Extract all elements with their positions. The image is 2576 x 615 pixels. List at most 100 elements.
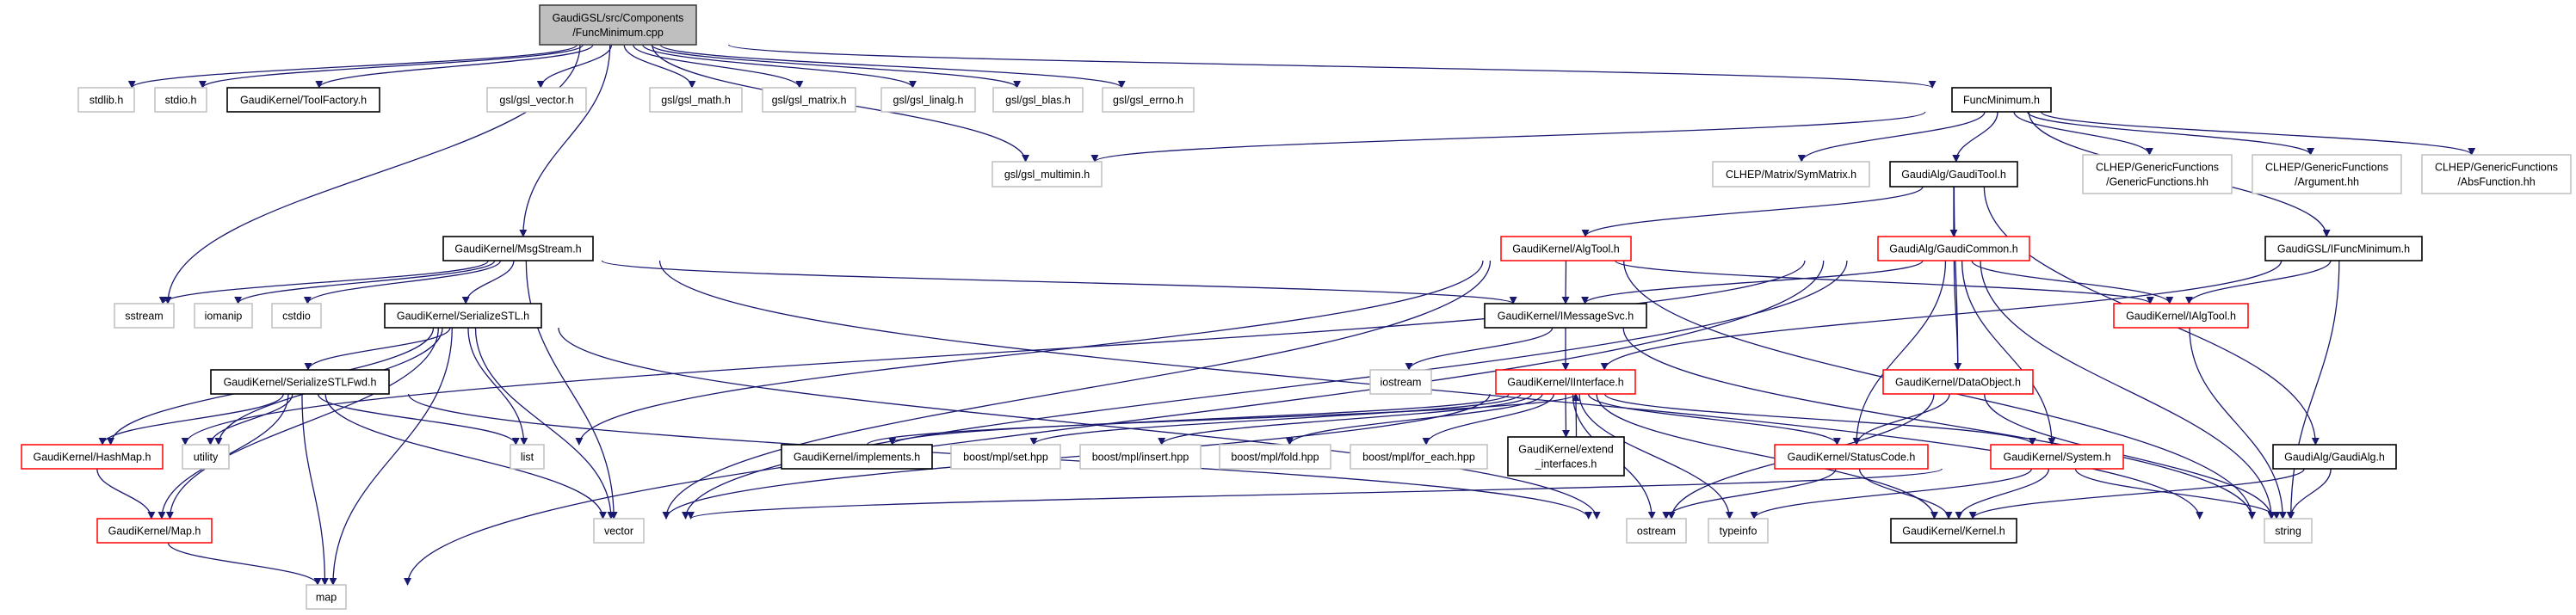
node-vector[interactable]: vector: [593, 518, 645, 544]
edge-hashmap-to-map_h: [96, 468, 156, 520]
node-gauditool[interactable]: GaudiAlg/GaudiTool.h: [1889, 161, 2018, 188]
node-label: gsl/gsl_errno.h: [1113, 95, 1183, 107]
node-genfunc[interactable]: CLHEP/GenericFunctions/GenericFunctions.…: [2082, 154, 2233, 194]
edge-funcmin_h-to-argument: [2027, 111, 2314, 156]
node-gaudicommon[interactable]: GaudiAlg/GaudiCommon.h: [1877, 236, 2030, 261]
edge-statuscode-to-ostream: [1662, 468, 1837, 520]
node-gaudialg[interactable]: GaudiAlg/GaudiAlg.h: [2272, 444, 2397, 470]
node-kernel[interactable]: GaudiKernel/Kernel.h: [1890, 518, 2017, 544]
node-box: [2082, 154, 2233, 194]
node-gsl_math[interactable]: gsl/gsl_math.h: [649, 87, 743, 113]
node-list[interactable]: list: [510, 444, 545, 470]
node-iostream[interactable]: iostream: [1369, 369, 1432, 395]
node-label: GaudiAlg/GaudiTool.h: [1901, 169, 2006, 181]
node-sstream[interactable]: sstream: [114, 303, 175, 329]
node-box: [96, 518, 213, 544]
node-label: CLHEP/Matrix/SymMatrix.h: [1726, 169, 1856, 181]
node-ialgtool[interactable]: GaudiKernel/IAlgTool.h: [2113, 303, 2249, 329]
node-box: [1877, 236, 2030, 261]
node-absfunc[interactable]: CLHEP/GenericFunctions/AbsFunction.hh: [2421, 154, 2572, 194]
edge-gaudialg-to-kernel: [1968, 468, 2305, 520]
edge-serializestl-to-list: [467, 327, 528, 446]
node-label: list: [521, 452, 534, 464]
node-serializestl[interactable]: GaudiKernel/SerializeSTL.h: [384, 303, 542, 329]
node-fold[interactable]: boost/mpl/fold.hpp: [1219, 444, 1331, 470]
node-label: stdlib.h: [90, 95, 124, 107]
node-funcmin_h[interactable]: FuncMinimum.h: [1951, 87, 2052, 113]
node-implements[interactable]: GaudiKernel/implements.h: [781, 444, 933, 470]
node-foreach[interactable]: boost/mpl/for_each.hpp: [1350, 444, 1488, 470]
node-symmatrix[interactable]: CLHEP/Matrix/SymMatrix.h: [1712, 161, 1870, 188]
edge-msgstream-to-serializestl: [461, 260, 515, 304]
edge-imessagesvc-to-string: [1622, 327, 2256, 520]
edge-ifuncmin-to-iinterface: [1600, 260, 2283, 371]
node-label: iomanip: [205, 311, 243, 323]
node-algtool[interactable]: GaudiKernel/AlgTool.h: [1500, 236, 1632, 261]
node-system[interactable]: GaudiKernel/System.h: [1990, 444, 2124, 470]
node-extend[interactable]: GaudiKernel/extend _interfaces.h: [1507, 436, 1625, 477]
edge-msgstream-to-cstdio: [303, 260, 502, 304]
node-gsl_multimin[interactable]: gsl/gsl_multimin.h: [991, 161, 1103, 188]
node-map[interactable]: map: [306, 584, 347, 610]
node-label: typeinfo: [1720, 526, 1757, 538]
node-stdlib[interactable]: stdlib.h: [77, 87, 135, 113]
node-utility[interactable]: utility: [182, 444, 230, 470]
node-map_h[interactable]: GaudiKernel/Map.h: [96, 518, 213, 544]
node-msgstream[interactable]: GaudiKernel/MsgStream.h: [442, 236, 594, 261]
edge-system-to-vector: [687, 468, 1943, 520]
node-insert[interactable]: boost/mpl/insert.hpp: [1079, 444, 1202, 470]
edge-serializestlfwd-to-vector: [324, 393, 607, 520]
node-statuscode[interactable]: GaudiKernel/StatusCode.h: [1774, 444, 1929, 470]
node-toolfactory[interactable]: GaudiKernel/ToolFactory.h: [226, 87, 380, 113]
edge-msgstream-to-imessagesvc: [601, 260, 1517, 304]
node-box: [77, 87, 135, 113]
edge-root-to-gsl_errno: [659, 44, 1126, 89]
node-ostream[interactable]: ostream: [1626, 518, 1687, 544]
node-iomanip[interactable]: iomanip: [194, 303, 253, 329]
node-dataobject[interactable]: GaudiKernel/DataObject.h: [1882, 369, 2034, 395]
node-imessagesvc[interactable]: GaudiKernel/IMessageSvc.h: [1484, 303, 1647, 329]
node-box: [114, 303, 175, 329]
node-label: GaudiKernel/SerializeSTLFwd.h: [224, 377, 377, 389]
edge-iinterface-to-insert: [1158, 393, 1533, 446]
edge-funcmin_h-to-symmatrix: [1797, 111, 1986, 163]
node-set[interactable]: boost/mpl/set.hpp: [950, 444, 1061, 470]
node-stdio[interactable]: stdio.h: [154, 87, 207, 113]
node-string[interactable]: string: [2264, 518, 2313, 544]
edge-root-to-gsl_matrix: [633, 44, 804, 89]
node-typeinfo[interactable]: typeinfo: [1708, 518, 1769, 544]
node-root[interactable]: GaudiGSL/src/Components/FuncMinimum.cpp: [539, 4, 697, 46]
edge-gaudicommon-to-ialgtool: [1971, 260, 2174, 304]
edge-serializestl-to-ostream: [558, 327, 1601, 520]
node-gsl_errno[interactable]: gsl/gsl_errno.h: [1102, 87, 1195, 113]
node-label: GaudiKernel/IMessageSvc.h: [1498, 311, 1634, 323]
node-serializestlfwd[interactable]: GaudiKernel/SerializeSTLFwd.h: [210, 369, 390, 395]
node-label: boost/mpl/for_each.hpp: [1362, 452, 1475, 464]
node-box: [1484, 303, 1647, 329]
node-hashmap[interactable]: GaudiKernel/HashMap.h: [21, 444, 164, 470]
node-gsl_vector[interactable]: gsl/gsl_vector.h: [486, 87, 587, 113]
node-label: boost/mpl/fold.hpp: [1231, 452, 1319, 464]
node-label: GaudiKernel/System.h: [2003, 452, 2110, 464]
node-cstdio[interactable]: cstdio: [271, 303, 322, 329]
node-box: [1626, 518, 1687, 544]
edge-gaudicommon-to-vector: [682, 260, 1848, 520]
edge-serializestlfwd-to-hashmap: [98, 393, 284, 446]
node-label: GaudiGSL/src/Components: [553, 12, 684, 24]
node-ifuncmin[interactable]: GaudiGSL/IFuncMinimum.h: [2264, 236, 2423, 261]
edge-funcmin_h-to-gsl_multimin: [1090, 111, 1926, 163]
node-argument[interactable]: CLHEP/GenericFunctions/Argument.hh: [2252, 154, 2402, 194]
node-box: [2264, 236, 2423, 261]
node-box: [1882, 369, 2034, 395]
edge-system-to-typeinfo: [1750, 468, 2033, 520]
node-gsl_blas[interactable]: gsl/gsl_blas.h: [992, 87, 1084, 113]
node-label: GaudiKernel/AlgTool.h: [1512, 243, 1619, 255]
node-gsl_linalg[interactable]: gsl/gsl_linalg.h: [880, 87, 976, 113]
node-gsl_matrix[interactable]: gsl/gsl_matrix.h: [762, 87, 856, 113]
edge-funcmin_h-to-genfunc: [2013, 111, 2153, 156]
node-iinterface[interactable]: GaudiKernel/IInterface.h: [1495, 369, 1636, 395]
edge-gaudicommon-to-hashmap: [181, 260, 1806, 446]
edge-algtool-to-ialgtool: [1615, 260, 2154, 304]
node-box: [2272, 444, 2397, 470]
edge-funcmin_h-to-gauditool: [1952, 111, 1998, 163]
